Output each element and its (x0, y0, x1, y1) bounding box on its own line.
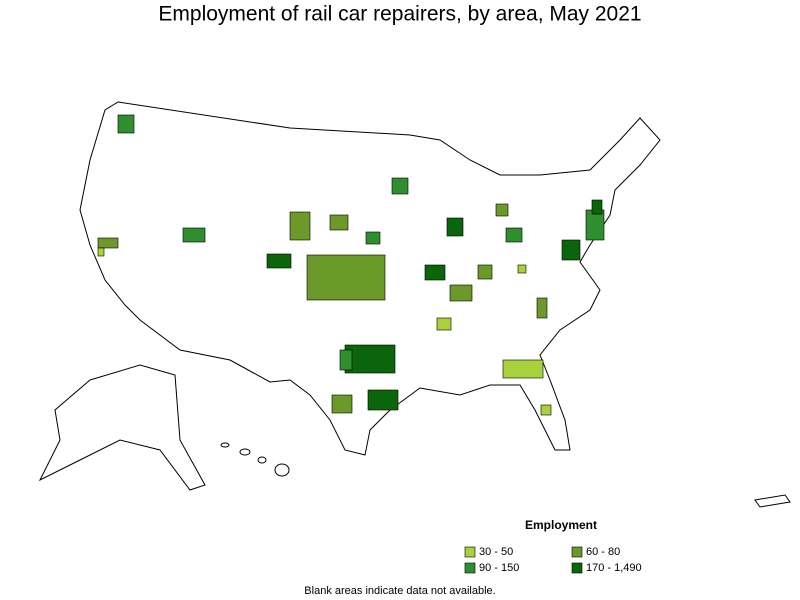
map-land (38, 101, 791, 508)
map-title: Employment of rail car repairers, by are… (158, 3, 641, 26)
legend: 30 - 50 60 - 80 90 - 150 170 - 1,490 (464, 546, 642, 574)
alaska (38, 364, 206, 491)
legend-swatch (571, 546, 583, 558)
metro-area (391, 177, 409, 195)
metro-area (182, 227, 206, 243)
metro-area (449, 284, 473, 302)
metro-area (424, 264, 446, 281)
legend-label: 60 - 80 (586, 546, 620, 558)
metro-area (536, 297, 548, 319)
legend-label: 170 - 1,490 (586, 562, 642, 574)
hawaii (239, 448, 251, 456)
metro-area (344, 344, 396, 374)
metro-area (540, 404, 552, 416)
metro-area (365, 231, 381, 245)
metro-area (266, 253, 292, 269)
footnote: Blank areas indicate data not available. (304, 585, 495, 597)
metro-area (561, 239, 581, 261)
metro-area (591, 199, 603, 215)
legend-label: 30 - 50 (479, 546, 513, 558)
legend-swatch (464, 562, 476, 574)
metro-area (495, 203, 509, 217)
metro-area (329, 214, 349, 231)
legend-swatch (571, 562, 583, 574)
metro-area (505, 227, 523, 243)
metro-area (117, 114, 135, 134)
hawaii (257, 456, 267, 464)
metro-area (585, 209, 605, 241)
metro-area (477, 264, 493, 280)
legend-swatch (464, 546, 476, 558)
metro-area (502, 359, 544, 379)
legend-label: 90 - 150 (479, 562, 519, 574)
metro-area (339, 349, 353, 371)
metro-area (306, 254, 386, 301)
hawaii (274, 463, 290, 477)
metro-area (446, 217, 464, 237)
metro-area (289, 211, 311, 241)
map-areas (97, 114, 605, 416)
metro-area (97, 237, 119, 249)
hawaii (220, 442, 230, 448)
metro-area (97, 247, 105, 257)
metro-area (367, 389, 399, 411)
puerto-rico (754, 494, 791, 508)
metro-area (436, 317, 452, 331)
metro-area (517, 264, 527, 274)
metro-area (331, 394, 353, 414)
legend-title: Employment (525, 518, 597, 532)
